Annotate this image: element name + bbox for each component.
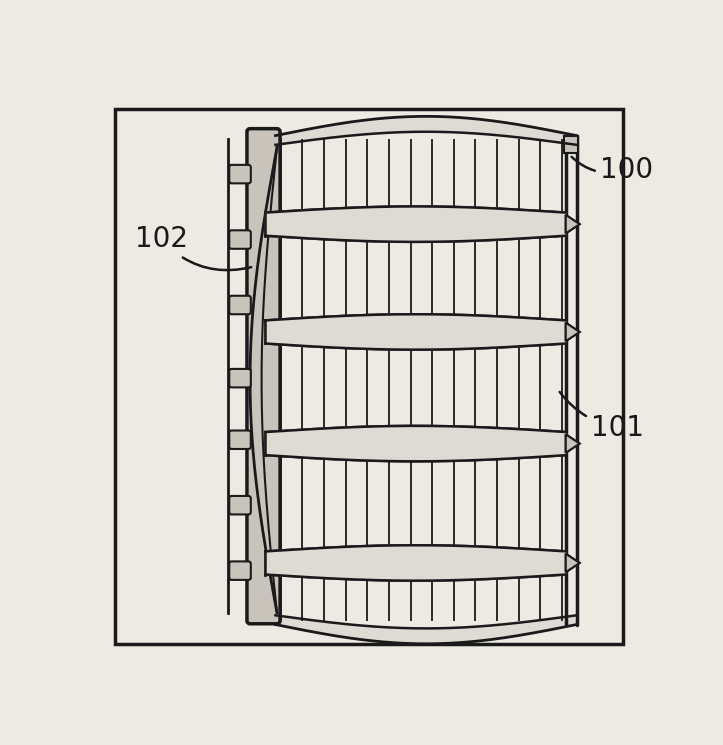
Bar — [564, 136, 578, 153]
Polygon shape — [265, 426, 565, 461]
Text: 102: 102 — [134, 225, 251, 270]
Polygon shape — [265, 206, 565, 242]
Polygon shape — [265, 314, 565, 349]
FancyBboxPatch shape — [229, 165, 251, 183]
Text: 101: 101 — [560, 392, 644, 442]
Polygon shape — [565, 323, 580, 341]
Text: 100: 100 — [572, 156, 654, 184]
Polygon shape — [565, 554, 580, 572]
FancyBboxPatch shape — [229, 431, 251, 449]
FancyBboxPatch shape — [229, 496, 251, 515]
Polygon shape — [265, 545, 565, 580]
FancyBboxPatch shape — [229, 562, 251, 580]
FancyBboxPatch shape — [229, 369, 251, 387]
Polygon shape — [565, 434, 580, 453]
FancyBboxPatch shape — [247, 129, 280, 624]
Polygon shape — [265, 314, 565, 349]
Polygon shape — [565, 554, 580, 572]
Polygon shape — [565, 215, 580, 233]
FancyBboxPatch shape — [229, 296, 251, 314]
Polygon shape — [565, 215, 580, 233]
Polygon shape — [275, 116, 576, 145]
Polygon shape — [565, 323, 580, 341]
Polygon shape — [565, 434, 580, 453]
FancyBboxPatch shape — [229, 230, 251, 249]
Polygon shape — [265, 206, 565, 242]
Polygon shape — [265, 545, 565, 580]
Polygon shape — [265, 426, 565, 461]
Polygon shape — [275, 615, 576, 644]
